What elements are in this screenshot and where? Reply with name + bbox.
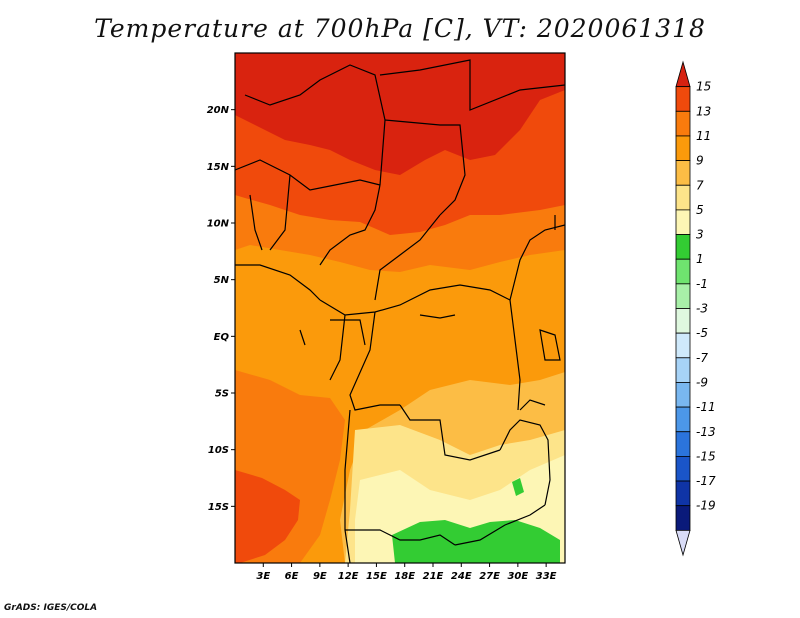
latitude-ticks: 20N 15N 10N 5N EQ 5S 10S 15S [207,105,235,513]
colorbar-label: -15 [696,449,716,463]
zone-15-north [235,53,565,175]
colorbar-label: -7 [696,351,708,365]
lon-tick-label: 18E [394,571,415,582]
colorbar-swatch [675,406,691,433]
colorbar-swatch [675,529,691,557]
colorbar-swatch [675,308,691,334]
lon-tick-label: 30E [507,571,528,582]
colorbar-label: 15 [696,80,711,94]
country-borders [235,59,565,563]
colorbar-swatch [675,283,691,309]
lon-tick-label: 9E [313,571,327,582]
colorbar-swatch [675,480,691,507]
lat-tick-label: 5N [214,275,230,286]
colorbar-swatch [675,110,691,137]
colorbar-label: -9 [696,375,708,389]
lat-tick-label: 5S [215,389,229,400]
grads-credit: GrADS: IGES/COLA [4,603,98,613]
lon-tick-label: 21E [423,571,444,582]
zone-13-southwest [235,470,300,563]
longitude-ticks: 3E 6E 9E 12E 15E 18E 21E 24E 27E 30E 33E [256,563,557,582]
colorbar-swatch [675,455,691,482]
colorbar-swatch [675,160,691,186]
lon-tick-label: 27E [479,571,500,582]
lat-tick-label: 10S [208,445,229,456]
colorbar-label: 7 [696,178,704,192]
colorbar-swatch [675,258,691,285]
lon-tick-label: 6E [285,571,299,582]
colorbar-swatch [675,431,691,457]
colorbar-label: -17 [696,474,716,488]
lon-tick-label: 3E [256,571,270,582]
colorbar-label: -11 [696,400,716,414]
map-frame [234,52,566,564]
lon-tick-label: 12E [338,571,359,582]
colorbar-swatch [675,332,691,359]
colorbar-label: -1 [696,277,708,291]
colorbar-label: 9 [696,154,704,168]
colorbar-swatch [675,60,691,88]
zone-1-south [392,520,560,563]
colorbar-swatch [675,86,691,112]
colorbar-swatch [675,209,691,235]
colorbar-label: 11 [696,129,711,143]
lat-tick-label: 15N [207,162,230,173]
temperature-field [235,53,565,563]
lon-tick-label: 15E [366,571,387,582]
colorbar-label: 1 [696,252,704,266]
lat-tick-label: EQ [214,332,230,343]
colorbar-label: 5 [696,203,704,217]
colorbar-label: 3 [696,228,704,242]
lon-tick-label: 24E [451,571,472,582]
colorbar-swatch [675,505,691,531]
lat-tick-label: 10N [207,219,230,230]
lat-tick-label: 20N [207,105,230,116]
zone-1-spot [512,478,524,496]
colorbar-swatch [675,184,691,211]
colorbar-swatch [675,234,691,260]
colorbar-label: -3 [696,302,708,316]
colorbar: 15 13 11 9 7 5 3 1 -1 -3 -5 -7 -9 -11 -13 -15 -17 -19 [675,60,716,557]
colorbar-label: -19 [696,499,716,513]
colorbar-swatch [675,135,691,161]
colorbar-swatch [675,357,691,383]
colorbar-label: 13 [696,104,711,118]
colorbar-label: -5 [696,326,708,340]
lat-tick-label: 15S [208,502,229,513]
map-title: Temperature at 700hPa [C], VT: 202006131… [94,14,706,43]
colorbar-swatch [675,382,691,408]
lon-tick-label: 33E [536,571,557,582]
colorbar-label: -13 [696,425,716,439]
